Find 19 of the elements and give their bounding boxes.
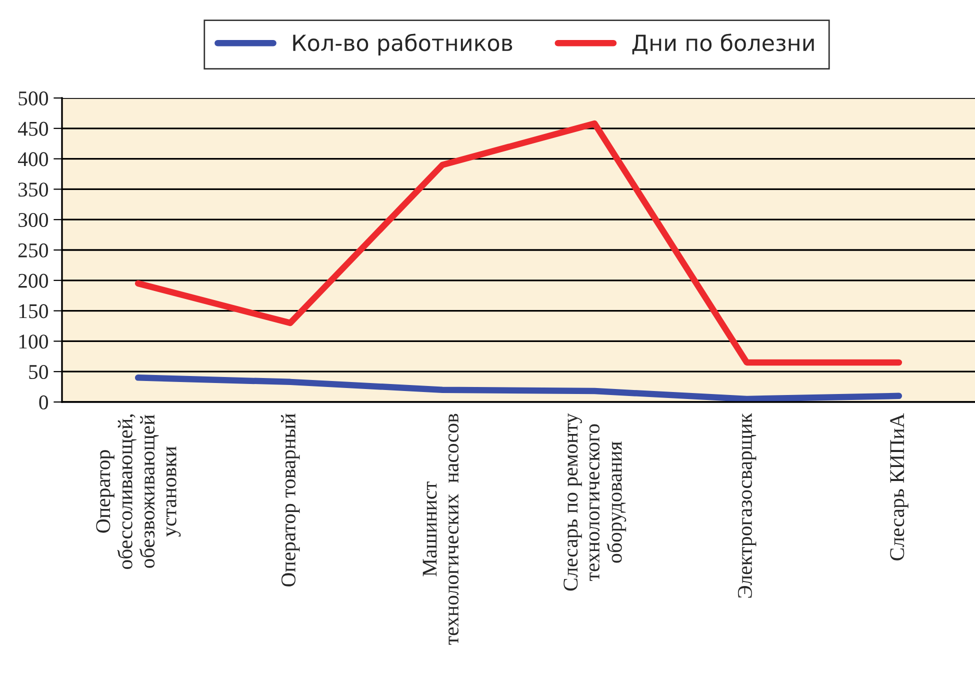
y-tick-label: 200 (18, 274, 48, 288)
legend-label: Дни по болезни (632, 34, 814, 54)
y-tick-label: 500 (18, 91, 48, 106)
y-tick-label: 350 (18, 182, 48, 197)
y-tick-label: 100 (19, 334, 48, 349)
y-tick-label: 250 (18, 243, 48, 258)
legend-label: Кол-во работников (293, 34, 512, 56)
x-tick-label: Оператор товарный (281, 414, 300, 586)
x-tick-label: Слесарь КИПиА (890, 413, 908, 560)
x-tick-label: Машинист технологических насосов (422, 414, 459, 645)
y-tick-label: 150 (19, 304, 48, 318)
x-tick-label: Электрогазосварщик (738, 413, 756, 598)
y-tick-label: 400 (18, 152, 48, 166)
x-tick-label: Оператор обессоливающей, обезвоживающей установки (96, 414, 181, 569)
y-tick-label: 300 (18, 212, 48, 228)
y-tick-label: 0 (39, 395, 48, 410)
y-tick-label: 450 (18, 122, 48, 136)
x-tick-label: Слесарь по ремонту технологического оборудования (564, 413, 626, 591)
y-tick-label: 50 (29, 364, 48, 380)
